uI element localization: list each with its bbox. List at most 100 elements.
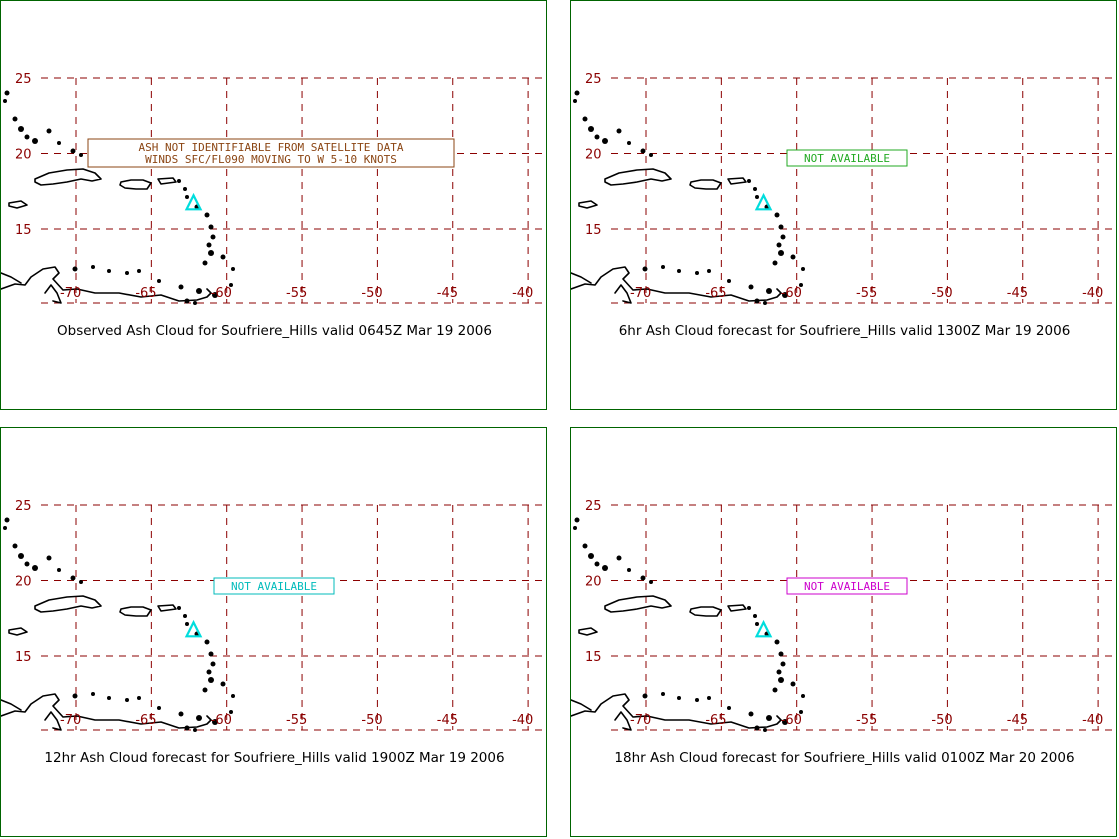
island — [212, 292, 218, 298]
island — [79, 153, 83, 157]
lat-tick-label: 15 — [15, 650, 32, 665]
coastline — [1, 272, 22, 284]
coastline — [571, 699, 592, 711]
island — [210, 661, 216, 667]
island — [616, 128, 622, 134]
lon-tick-label: -50 — [361, 713, 382, 728]
island — [177, 606, 181, 610]
island — [46, 555, 52, 561]
island — [184, 298, 190, 304]
island — [178, 711, 184, 717]
island — [782, 292, 788, 298]
panel-observed: 25 20 15 -70 -65 -60 -55 -50 -45 -40 ASH NOT IDENT… — [0, 0, 547, 410]
island — [208, 677, 214, 683]
lon-tick-label: -65 — [135, 286, 156, 301]
coastline — [571, 266, 782, 302]
coastline — [727, 604, 747, 612]
annotation-text: ASH NOT IDENTIFIABLE FROM SATELLITE DATA — [139, 141, 404, 154]
island — [208, 250, 214, 256]
lat-tick-label: 20 — [585, 148, 602, 163]
lon-tick-label: -60 — [211, 286, 232, 301]
island — [24, 134, 30, 140]
island — [707, 696, 711, 700]
map-layer: 25 20 15 -70 -65 -60 -55 -50 -45 -40 NOT AVAILABLE — [1, 499, 546, 732]
island — [206, 242, 212, 248]
island — [46, 128, 52, 134]
island — [204, 639, 210, 645]
island — [799, 283, 803, 287]
panel-caption: 6hr Ash Cloud forecast for Soufriere_Hil… — [618, 323, 1071, 339]
island — [707, 269, 711, 273]
island — [193, 301, 197, 305]
coastline — [8, 627, 28, 636]
triangle-icon — [184, 192, 203, 211]
lat-tick-label: 20 — [15, 148, 32, 163]
coastline — [614, 284, 632, 304]
island — [594, 134, 600, 140]
island — [695, 698, 699, 702]
island — [588, 126, 594, 132]
island — [229, 283, 233, 287]
island — [627, 141, 631, 145]
island — [57, 568, 61, 572]
annotation-text: NOT AVAILABLE — [804, 580, 890, 593]
island — [183, 614, 187, 618]
annotation-text: NOT AVAILABLE — [804, 152, 890, 165]
triangle-icon — [754, 192, 773, 211]
island — [184, 725, 190, 731]
island — [790, 254, 796, 260]
lon-tick-label: -60 — [781, 286, 802, 301]
island — [573, 99, 577, 103]
island — [799, 710, 803, 714]
lat-tick-label: 25 — [15, 499, 32, 514]
island — [212, 719, 218, 725]
island — [202, 687, 208, 693]
island — [649, 153, 653, 157]
coastline — [8, 200, 28, 209]
coastline — [1, 693, 212, 729]
panel-caption: 18hr Ash Cloud forecast for Soufriere_Hi… — [614, 750, 1075, 766]
island — [12, 543, 18, 549]
island — [661, 692, 665, 696]
coastline — [614, 711, 632, 731]
island — [778, 224, 784, 230]
island — [70, 575, 76, 581]
lon-tick-label: -50 — [361, 286, 382, 301]
island — [185, 622, 189, 626]
island — [157, 279, 161, 283]
map-svg: 25 20 15 -70 -65 -60 -55 -50 -45 -40 NOT AVAILABLE — [1, 499, 546, 732]
lon-tick-label: -60 — [781, 713, 802, 728]
lon-tick-label: -55 — [286, 713, 307, 728]
island — [727, 706, 731, 710]
island — [206, 669, 212, 675]
island — [774, 212, 780, 218]
panel-caption: 12hr Ash Cloud forecast for Soufriere_Hi… — [44, 750, 505, 766]
lon-tick-label: -65 — [705, 286, 726, 301]
island — [766, 715, 772, 721]
island — [185, 195, 189, 199]
coastline — [571, 272, 592, 284]
island — [204, 212, 210, 218]
island — [790, 681, 796, 687]
lon-tick-label: -40 — [1082, 286, 1103, 301]
coastline — [157, 177, 177, 185]
island — [32, 138, 38, 144]
island — [196, 715, 202, 721]
island — [772, 687, 778, 693]
lon-tick-label: -45 — [437, 713, 458, 728]
island — [91, 692, 95, 696]
coastline — [604, 595, 672, 613]
island — [137, 696, 141, 700]
lat-tick-label: 25 — [15, 72, 32, 87]
map-svg: 25 20 15 -70 -65 -60 -55 -50 -45 -40 ASH NOT IDENT… — [1, 72, 546, 305]
triangle-icon — [754, 619, 773, 638]
lon-tick-label: -55 — [286, 286, 307, 301]
island — [640, 148, 646, 154]
island — [782, 719, 788, 725]
map-layer: 25 20 15 -70 -65 -60 -55 -50 -45 -40 ASH NOT IDENT… — [1, 72, 546, 305]
island — [18, 126, 24, 132]
panel-12hr-forecast: 25 20 15 -70 -65 -60 -55 -50 -45 -40 NOT AVAILABLE… — [0, 427, 547, 837]
island — [12, 116, 18, 122]
triangle-icon — [184, 619, 203, 638]
lat-tick-label: 20 — [15, 575, 32, 590]
